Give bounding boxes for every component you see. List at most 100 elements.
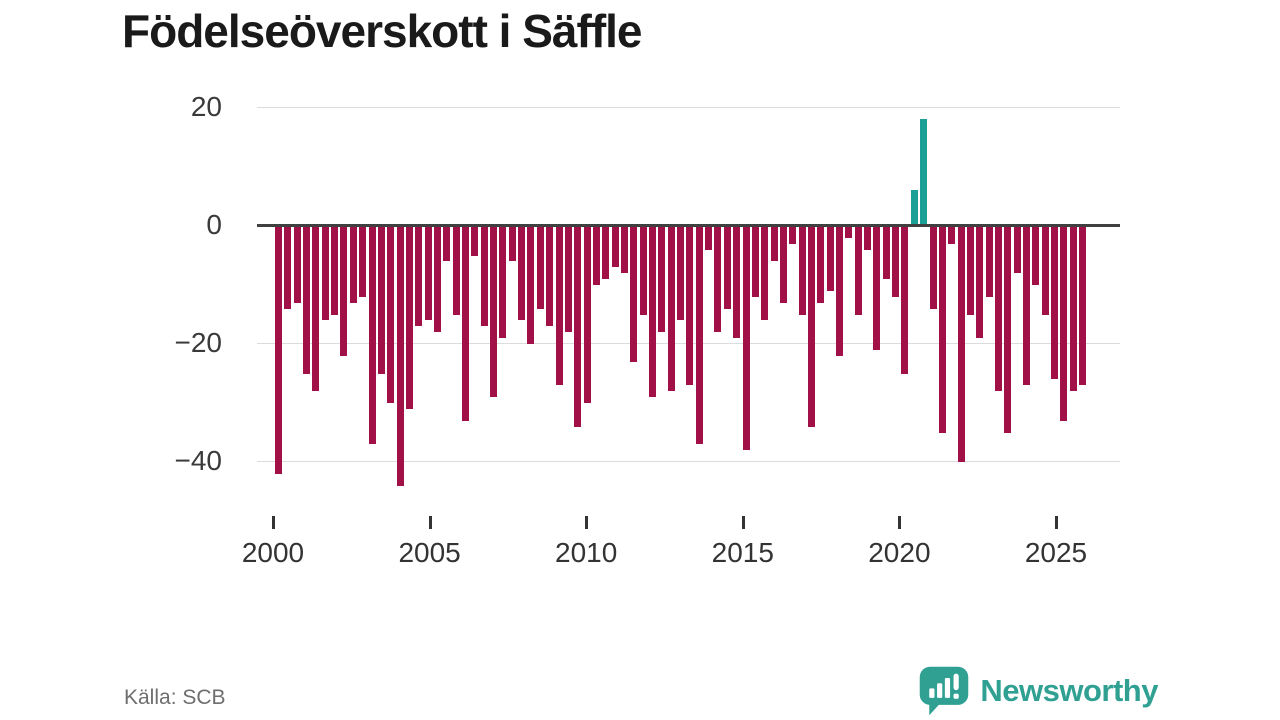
bar bbox=[275, 226, 282, 474]
source-label: Källa: SCB bbox=[124, 686, 226, 709]
newsworthy-logo-text: Newsworthy bbox=[980, 673, 1158, 708]
bar bbox=[555, 226, 563, 386]
bar bbox=[901, 226, 909, 374]
bar bbox=[321, 226, 329, 321]
bar bbox=[854, 226, 862, 315]
x-axis-tick bbox=[428, 516, 432, 529]
bar bbox=[452, 226, 460, 315]
bar bbox=[368, 226, 376, 445]
bar bbox=[751, 226, 759, 297]
bar bbox=[807, 226, 815, 427]
bar bbox=[1032, 226, 1040, 285]
bar bbox=[920, 118, 928, 225]
bar bbox=[359, 226, 367, 297]
bar bbox=[994, 226, 1002, 392]
bar bbox=[798, 226, 806, 315]
bar bbox=[508, 226, 516, 262]
bar bbox=[836, 226, 843, 356]
bar bbox=[826, 226, 834, 291]
bar bbox=[592, 226, 600, 285]
bar bbox=[462, 226, 469, 421]
bar bbox=[1041, 226, 1049, 315]
bar bbox=[892, 226, 900, 297]
bar bbox=[620, 226, 628, 274]
bar bbox=[1013, 226, 1021, 274]
newsworthy-logo: Newsworthy bbox=[918, 664, 1158, 718]
y-axis-label: 20 bbox=[190, 91, 222, 122]
x-axis-label: 2005 bbox=[398, 537, 461, 568]
bar bbox=[433, 226, 441, 333]
bar bbox=[976, 226, 984, 339]
bar bbox=[377, 226, 385, 374]
bar bbox=[985, 226, 993, 297]
bar bbox=[817, 226, 825, 303]
bar bbox=[789, 226, 797, 244]
bar bbox=[499, 226, 507, 339]
bar bbox=[733, 226, 741, 339]
bar bbox=[602, 226, 610, 280]
bar bbox=[639, 226, 647, 315]
bar bbox=[490, 226, 498, 398]
x-axis-tick bbox=[1055, 516, 1058, 529]
bar bbox=[518, 226, 526, 321]
bar bbox=[649, 226, 656, 398]
bar bbox=[611, 226, 619, 268]
x-axis-label: 2020 bbox=[868, 537, 931, 568]
y-gridline bbox=[257, 461, 1120, 462]
bar bbox=[695, 226, 703, 445]
bar bbox=[779, 226, 787, 303]
bar bbox=[574, 226, 582, 427]
y-axis-label: −40 bbox=[174, 445, 223, 476]
bar bbox=[677, 226, 685, 321]
bar bbox=[284, 226, 292, 309]
bar bbox=[564, 226, 572, 333]
bar bbox=[770, 226, 778, 262]
bar bbox=[303, 226, 311, 374]
x-axis-label: 2010 bbox=[555, 537, 618, 568]
bar bbox=[742, 226, 750, 451]
x-axis-tick bbox=[741, 516, 745, 529]
bar bbox=[536, 226, 544, 309]
x-axis-label: 2015 bbox=[711, 537, 774, 568]
bar bbox=[340, 226, 348, 356]
bar bbox=[583, 226, 591, 403]
bar bbox=[714, 226, 722, 333]
bar bbox=[396, 226, 404, 486]
bar bbox=[312, 226, 320, 392]
bar bbox=[349, 226, 357, 303]
bar bbox=[471, 226, 479, 256]
bar bbox=[845, 226, 853, 238]
bar bbox=[1051, 226, 1059, 380]
bar bbox=[331, 226, 339, 315]
y-axis-label: −20 bbox=[174, 327, 223, 358]
bar bbox=[938, 226, 946, 433]
bar bbox=[443, 226, 451, 262]
bar bbox=[705, 226, 713, 250]
bar bbox=[910, 189, 918, 225]
bar bbox=[686, 226, 694, 386]
bar bbox=[1069, 226, 1077, 392]
bar bbox=[658, 226, 666, 333]
bar bbox=[1023, 226, 1030, 386]
bar bbox=[966, 226, 974, 315]
bar bbox=[957, 226, 965, 462]
bar bbox=[387, 226, 395, 403]
bar bbox=[424, 226, 432, 321]
bar bbox=[1004, 226, 1012, 433]
bar bbox=[864, 226, 872, 250]
bar bbox=[929, 226, 937, 309]
bar bbox=[1060, 226, 1068, 421]
x-axis-tick bbox=[585, 516, 589, 529]
bar bbox=[948, 226, 956, 244]
x-axis-tick bbox=[272, 516, 275, 529]
bar bbox=[293, 226, 301, 303]
y-axis-label: 0 bbox=[206, 209, 222, 240]
zero-axis-line bbox=[257, 224, 1120, 227]
bar bbox=[723, 226, 731, 309]
bar bbox=[546, 226, 554, 327]
x-axis-label: 2000 bbox=[241, 537, 305, 568]
bar bbox=[882, 226, 890, 280]
newsworthy-speech-bubble-chart-icon bbox=[920, 666, 969, 716]
